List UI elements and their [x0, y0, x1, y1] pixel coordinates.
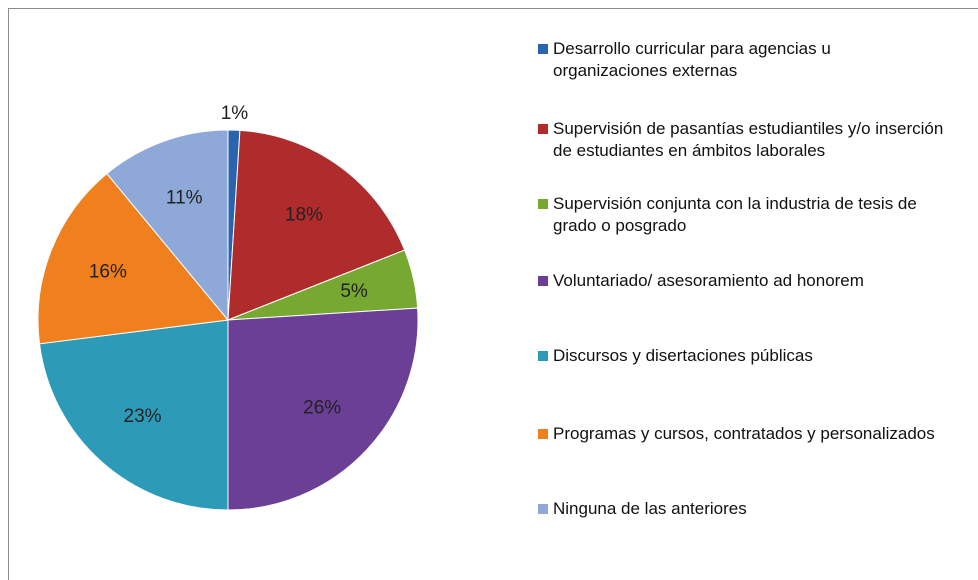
- legend-label: Supervisión conjunta con la industria de…: [553, 194, 917, 235]
- legend-swatch: [538, 504, 548, 514]
- legend-swatch: [538, 199, 548, 209]
- legend-item: Discursos y disertaciones públicas: [538, 345, 948, 367]
- legend-swatch: [538, 44, 548, 54]
- legend-label: Programas y cursos, contratados y person…: [553, 424, 935, 443]
- data-label: 11%: [166, 187, 203, 208]
- legend-item: Voluntariado/ asesoramiento ad honorem: [538, 270, 948, 292]
- legend-item: Programas y cursos, contratados y person…: [538, 423, 948, 445]
- legend-label: Voluntariado/ asesoramiento ad honorem: [553, 271, 864, 290]
- pie-slice: [106, 129, 229, 322]
- legend-label: Ninguna de las anteriores: [553, 499, 747, 518]
- legend-item: Desarrollo curricular para agencias u or…: [538, 38, 948, 82]
- data-label: 26%: [303, 397, 341, 418]
- pie-slice: [227, 307, 419, 511]
- data-label: 23%: [124, 406, 162, 427]
- pie-slice: [227, 129, 406, 321]
- data-label: 1%: [221, 103, 249, 124]
- pie-slice: [38, 319, 229, 511]
- data-label: 16%: [89, 261, 127, 282]
- pie-slice: [37, 172, 229, 345]
- data-label: 18%: [285, 204, 323, 225]
- legend-item: Supervisión de pasantías estudiantiles y…: [538, 118, 948, 162]
- frame: [8, 8, 978, 580]
- legend-swatch: [538, 429, 548, 439]
- legend-swatch: [538, 276, 548, 286]
- legend-label: Desarrollo curricular para agencias u or…: [553, 39, 831, 80]
- data-label: 5%: [340, 281, 368, 302]
- legend-swatch: [538, 124, 548, 134]
- legend-item: Ninguna de las anteriores: [538, 498, 948, 520]
- legend-swatch: [538, 351, 548, 361]
- legend-label: Supervisión de pasantías estudiantiles y…: [553, 119, 944, 160]
- legend-item: Supervisión conjunta con la industria de…: [538, 193, 948, 237]
- legend-label: Discursos y disertaciones públicas: [553, 346, 813, 365]
